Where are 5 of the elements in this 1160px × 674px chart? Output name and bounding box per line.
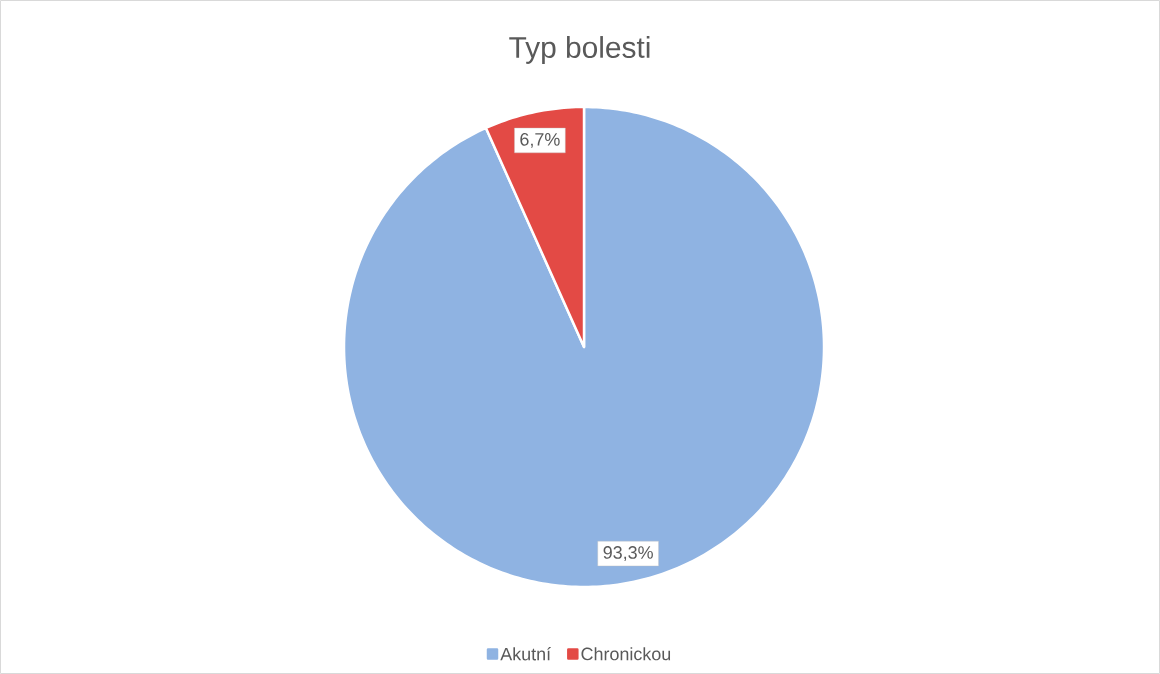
legend-label: Chronickou <box>581 647 671 661</box>
data-label: 6,7% <box>520 133 560 148</box>
data-label: 93,3% <box>603 546 653 561</box>
legend-label: Akutní <box>500 647 551 661</box>
chart-title: Typ bolesti <box>509 36 650 64</box>
